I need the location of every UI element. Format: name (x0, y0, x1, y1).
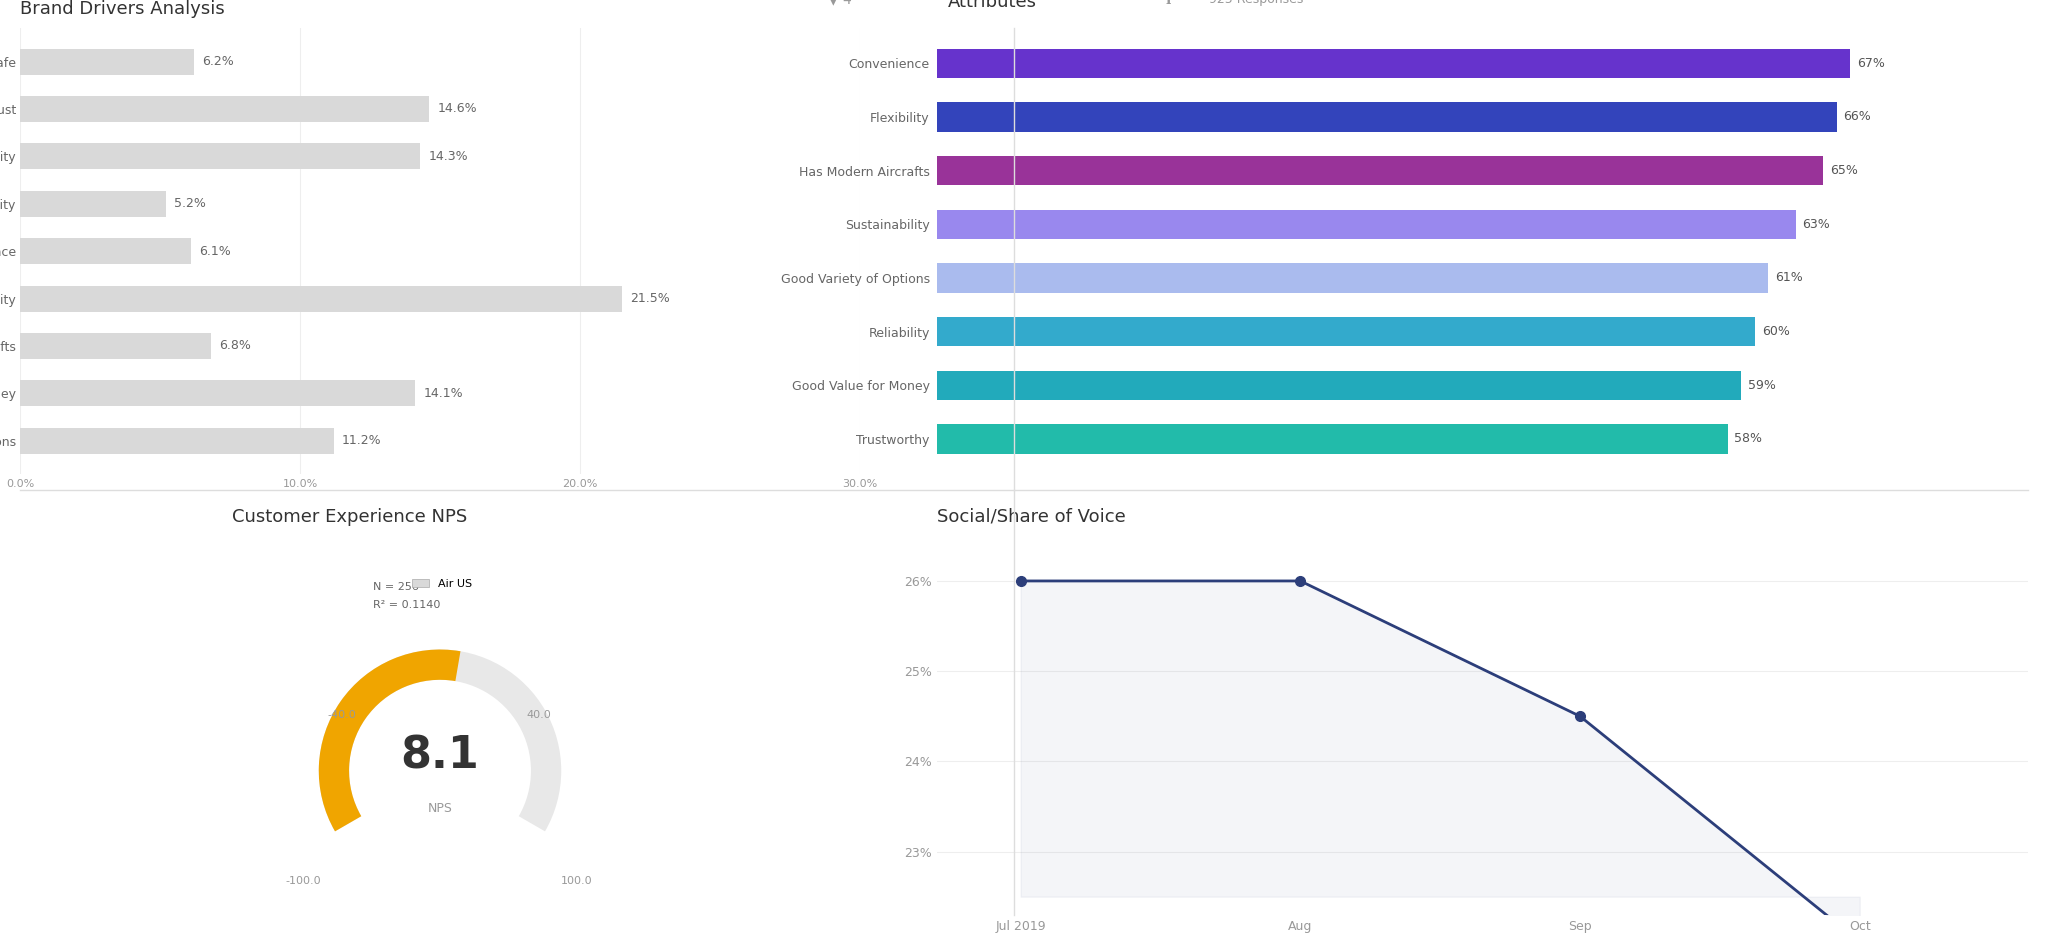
Bar (20, 190, 166, 217)
Text: 6.1%: 6.1% (199, 244, 231, 257)
Text: 14.1%: 14.1% (424, 387, 463, 400)
Bar (936, 371, 1741, 400)
Bar (936, 424, 1729, 454)
Text: Attributes: Attributes (948, 0, 1036, 10)
Text: 8.1: 8.1 (401, 734, 479, 777)
Wedge shape (319, 650, 461, 832)
Text: 21.5%: 21.5% (631, 292, 670, 305)
Legend: Air US: Air US (408, 574, 477, 593)
Text: -100.0: -100.0 (287, 876, 322, 886)
Bar (20, 96, 428, 122)
Bar (20, 428, 334, 454)
Text: ℹ: ℹ (1165, 0, 1171, 7)
Text: 925 Responses: 925 Responses (1210, 0, 1305, 6)
Text: ▼ 4: ▼ 4 (827, 0, 852, 7)
Bar (20, 333, 211, 359)
Bar (936, 102, 1837, 132)
Text: 5.2%: 5.2% (174, 197, 207, 210)
Bar (20, 143, 420, 170)
Text: Brand Drivers Analysis: Brand Drivers Analysis (20, 0, 225, 19)
Bar (936, 317, 1755, 346)
Text: 58%: 58% (1735, 433, 1763, 445)
Wedge shape (319, 650, 561, 832)
Bar (936, 156, 1823, 186)
Bar (936, 48, 1849, 78)
Text: 65%: 65% (1829, 164, 1858, 177)
Bar (936, 209, 1796, 240)
Text: 6.8%: 6.8% (219, 339, 252, 353)
Text: 66%: 66% (1843, 110, 1872, 124)
Text: NPS: NPS (428, 802, 453, 815)
Text: 100.0: 100.0 (561, 876, 592, 886)
Text: 60%: 60% (1761, 325, 1790, 339)
Text: 67%: 67% (1858, 57, 1884, 70)
Bar (20, 380, 416, 406)
Bar (20, 286, 623, 311)
Text: Social/Share of Voice: Social/Share of Voice (936, 508, 1126, 526)
Text: 63%: 63% (1802, 218, 1831, 231)
Text: 40.0: 40.0 (526, 710, 551, 720)
Bar (936, 263, 1769, 292)
Text: N = 256: N = 256 (373, 582, 418, 592)
Text: Customer Experience NPS: Customer Experience NPS (231, 508, 467, 526)
Text: 11.2%: 11.2% (342, 434, 381, 447)
Text: 14.6%: 14.6% (436, 103, 477, 115)
Text: 14.3%: 14.3% (428, 150, 469, 163)
Text: 61%: 61% (1776, 272, 1802, 285)
Text: 59%: 59% (1749, 379, 1776, 392)
Text: -40.0: -40.0 (328, 710, 356, 720)
Text: 6.2%: 6.2% (203, 55, 233, 68)
Text: R² = 0.1140: R² = 0.1140 (373, 600, 440, 610)
Bar (20, 239, 190, 264)
Bar (20, 48, 195, 74)
